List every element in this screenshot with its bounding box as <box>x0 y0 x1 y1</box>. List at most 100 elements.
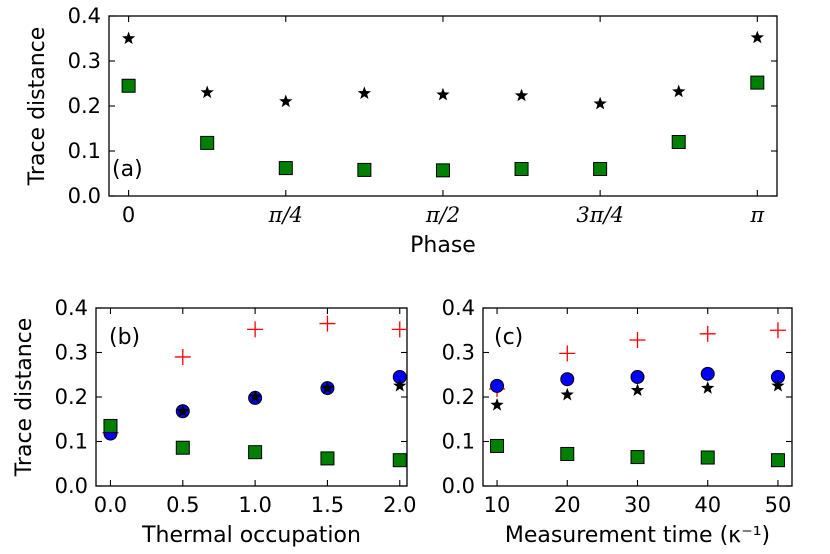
y-tick-label: 0.1 <box>68 139 101 163</box>
x-tick-label: 20 <box>554 493 581 517</box>
x-tick-label: 0.5 <box>166 493 199 517</box>
y-tick-label: 0.4 <box>442 296 475 320</box>
y-axis-label: Trace distance <box>25 27 50 187</box>
star-marker <box>320 381 335 394</box>
y-tick-label: 0.4 <box>55 296 88 320</box>
star-marker <box>200 85 214 99</box>
y-tick-label: 0.4 <box>68 4 101 28</box>
square-marker <box>593 162 608 176</box>
panel-b: 0.0 0.1 0.2 0.3 0.4 0.0 0.5 1.0 1.5 2.0 Thermal oc… <box>12 296 416 548</box>
x-axis-label: Thermal occupation <box>141 523 361 548</box>
star-marker <box>357 86 372 100</box>
star-marker <box>279 94 293 108</box>
plus-marker <box>247 321 264 338</box>
square-marker <box>671 135 686 149</box>
x-tick-label: 2.0 <box>383 493 416 517</box>
star-marker <box>393 378 407 392</box>
square-marker <box>320 451 335 466</box>
x-tick-label: 10 <box>484 493 511 517</box>
x-tick-label: 30 <box>624 493 651 517</box>
series-square <box>103 418 407 468</box>
circle-marker <box>630 369 645 384</box>
star-marker <box>672 84 686 98</box>
x-axis-label: Phase <box>410 233 476 258</box>
star-marker <box>560 387 574 401</box>
series-circle <box>103 369 407 441</box>
y-tick-label: 0.1 <box>442 430 475 454</box>
x-tick-label: 3π/4 <box>576 203 624 227</box>
square-marker <box>278 161 293 176</box>
series-circle <box>490 366 785 393</box>
star-marker <box>248 390 262 403</box>
star-marker <box>436 87 450 101</box>
star-marker <box>630 383 645 396</box>
series-star <box>121 30 764 110</box>
square-marker <box>121 78 136 93</box>
plus-marker <box>391 321 408 338</box>
circle-marker <box>490 378 505 393</box>
square-marker <box>200 135 215 150</box>
plus-marker <box>319 315 336 332</box>
plus-marker <box>699 325 716 342</box>
y-tick-label: 0.2 <box>68 94 101 118</box>
plus-marker <box>769 322 786 339</box>
series-square <box>490 438 785 468</box>
square-marker <box>392 453 407 468</box>
square-marker <box>103 418 118 433</box>
square-marker <box>357 162 372 177</box>
y-tick-label: 0.3 <box>442 341 475 365</box>
star-marker <box>176 404 190 417</box>
y-tick-label: 0.2 <box>55 385 88 409</box>
panel-label: (a) <box>112 157 143 182</box>
square-marker <box>435 163 450 178</box>
x-tick-label: 1.5 <box>311 493 344 517</box>
circle-marker <box>700 366 715 381</box>
x-tick-label: 40 <box>694 493 721 517</box>
circle-marker <box>560 372 575 387</box>
square-marker <box>770 453 785 468</box>
series-star <box>490 378 785 411</box>
x-tick-label: 1.0 <box>238 493 271 517</box>
square-marker <box>630 450 645 465</box>
star-marker <box>514 88 529 102</box>
square-marker <box>750 75 765 90</box>
panel-label: (b) <box>109 325 140 350</box>
y-tick-label: 0.1 <box>55 430 88 454</box>
plus-marker <box>559 345 576 362</box>
x-tick-label: 50 <box>765 493 792 517</box>
square-marker <box>560 446 575 461</box>
plus-marker <box>174 348 191 365</box>
star-marker <box>490 398 504 411</box>
y-tick-label: 0.0 <box>55 474 88 498</box>
star-marker <box>121 31 136 45</box>
star-marker <box>771 378 785 392</box>
x-tick-label: π/4 <box>268 203 303 227</box>
x-tick-label: 0.0 <box>94 493 127 517</box>
panel-label: (c) <box>494 325 523 350</box>
plus-marker <box>629 332 646 349</box>
y-tick-label: 0.2 <box>442 385 475 409</box>
series-star <box>103 378 407 434</box>
panel-c: 0.0 0.1 0.2 0.3 0.4 10 20 30 40 50 Measurement tim… <box>442 296 793 548</box>
square-marker <box>514 162 529 176</box>
x-tick-label: 0 <box>122 203 135 227</box>
square-marker <box>700 450 715 465</box>
star-marker <box>593 96 607 110</box>
square-marker <box>175 440 190 455</box>
star-marker <box>701 381 715 394</box>
star-marker <box>750 30 764 44</box>
square-marker <box>490 438 505 453</box>
y-axis-label: Trace distance <box>12 318 37 478</box>
square-marker <box>248 445 263 460</box>
y-tick-label: 0.0 <box>68 184 101 208</box>
x-tick-label: π/2 <box>425 203 460 227</box>
y-tick-label: 0.3 <box>68 49 101 73</box>
y-tick-label: 0.3 <box>55 341 88 365</box>
x-axis-label: Measurement time (κ⁻¹) <box>505 523 770 548</box>
series-square <box>121 75 765 178</box>
y-tick-label: 0.0 <box>442 474 475 498</box>
x-tick-label: π <box>749 203 765 227</box>
series-plus <box>102 315 408 441</box>
panel-a: 0.0 0.1 0.2 0.3 0.4 0 π/4 π/2 3π/4 π Phase Trace di… <box>25 4 778 258</box>
